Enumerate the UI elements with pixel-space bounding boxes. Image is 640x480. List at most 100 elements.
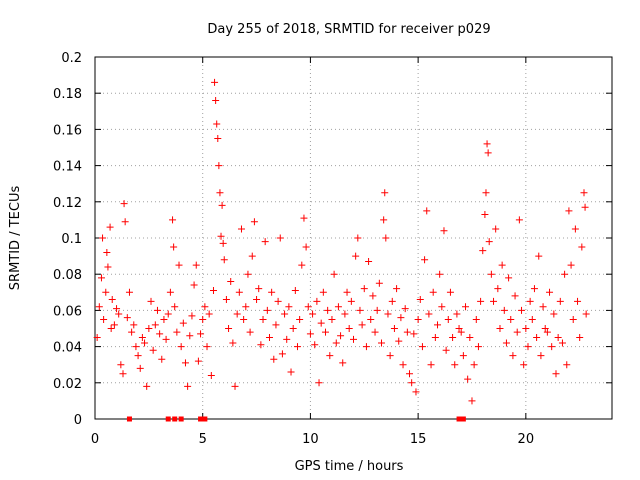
data-point [556, 297, 564, 305]
x-tick-label: 10 [302, 432, 319, 447]
data-point [261, 238, 269, 246]
data-point [270, 355, 278, 363]
data-point [317, 319, 325, 327]
data-point [237, 225, 245, 233]
data-point [440, 227, 448, 235]
data-point [481, 210, 489, 218]
data-point [401, 305, 409, 313]
data-point [548, 343, 556, 351]
data-point [149, 346, 157, 354]
data-point [184, 382, 192, 390]
data-point [220, 256, 228, 264]
data-point [472, 315, 480, 323]
data-point [518, 306, 526, 314]
data-point [378, 339, 386, 347]
data-point [425, 310, 433, 318]
data-point [175, 261, 183, 269]
data-point [427, 361, 435, 369]
data-point [466, 334, 474, 342]
data-point [330, 270, 338, 278]
data-point [268, 288, 276, 296]
data-point [173, 328, 181, 336]
x-tick-label: 5 [199, 432, 207, 447]
data-point [367, 315, 375, 323]
data-point [169, 216, 177, 224]
data-point [153, 306, 161, 314]
data-point [416, 296, 424, 304]
data-point [483, 140, 491, 148]
data-point [201, 303, 209, 311]
baseline-marker [165, 416, 171, 422]
data-point [408, 379, 416, 387]
data-point [326, 352, 334, 360]
data-point [449, 334, 457, 342]
data-point [395, 337, 403, 345]
data-point [104, 263, 112, 271]
data-point [561, 270, 569, 278]
data-point [537, 352, 545, 360]
data-point [128, 328, 136, 336]
baseline-marker [460, 416, 466, 422]
data-point [410, 330, 418, 338]
data-point [274, 297, 282, 305]
data-point [380, 216, 388, 224]
data-point [181, 359, 189, 367]
data-point [166, 288, 174, 296]
data-point [240, 315, 248, 323]
data-point [214, 134, 222, 142]
data-point [231, 382, 239, 390]
data-point [106, 223, 114, 231]
data-point [554, 334, 562, 342]
data-point [242, 303, 250, 311]
baseline-marker [456, 416, 462, 422]
data-point [365, 258, 373, 266]
data-point [287, 368, 295, 376]
data-point [244, 270, 252, 278]
y-tick-label: 0.08 [53, 268, 82, 283]
data-point [496, 325, 504, 332]
data-point [436, 270, 444, 278]
data-point [513, 328, 521, 336]
data-point [482, 189, 490, 197]
data-point [431, 334, 439, 342]
data-point [134, 352, 142, 360]
data-point [259, 315, 267, 323]
data-point [265, 334, 273, 342]
data-point [147, 297, 155, 305]
data-point [151, 321, 159, 329]
data-point [215, 162, 223, 170]
data-point [500, 306, 508, 314]
data-point [457, 328, 465, 336]
data-point [528, 315, 536, 323]
y-tick-label: 0.14 [53, 160, 82, 175]
data-point [421, 256, 429, 264]
data-point [107, 325, 115, 332]
data-point [186, 332, 194, 340]
data-point [558, 339, 566, 347]
data-point [164, 310, 172, 318]
y-tick-label: 0.04 [53, 341, 82, 356]
data-point [541, 325, 549, 332]
data-point [156, 330, 164, 338]
data-point [369, 292, 377, 300]
data-point [171, 303, 179, 311]
data-point [100, 315, 108, 323]
data-point [350, 335, 357, 343]
data-point [205, 310, 213, 318]
data-point [567, 261, 575, 269]
data-point [574, 297, 582, 305]
data-point [533, 334, 541, 342]
data-point [263, 306, 271, 314]
data-point [102, 288, 110, 296]
data-point [117, 361, 125, 369]
data-point [216, 189, 224, 197]
data-point [192, 261, 200, 269]
data-point [546, 288, 554, 296]
y-tick-label: 0.16 [53, 123, 82, 138]
data-point [477, 297, 485, 305]
data-point [300, 214, 308, 222]
data-point [468, 397, 476, 405]
data-point [123, 314, 131, 322]
data-point [345, 325, 353, 332]
data-point [492, 225, 500, 233]
